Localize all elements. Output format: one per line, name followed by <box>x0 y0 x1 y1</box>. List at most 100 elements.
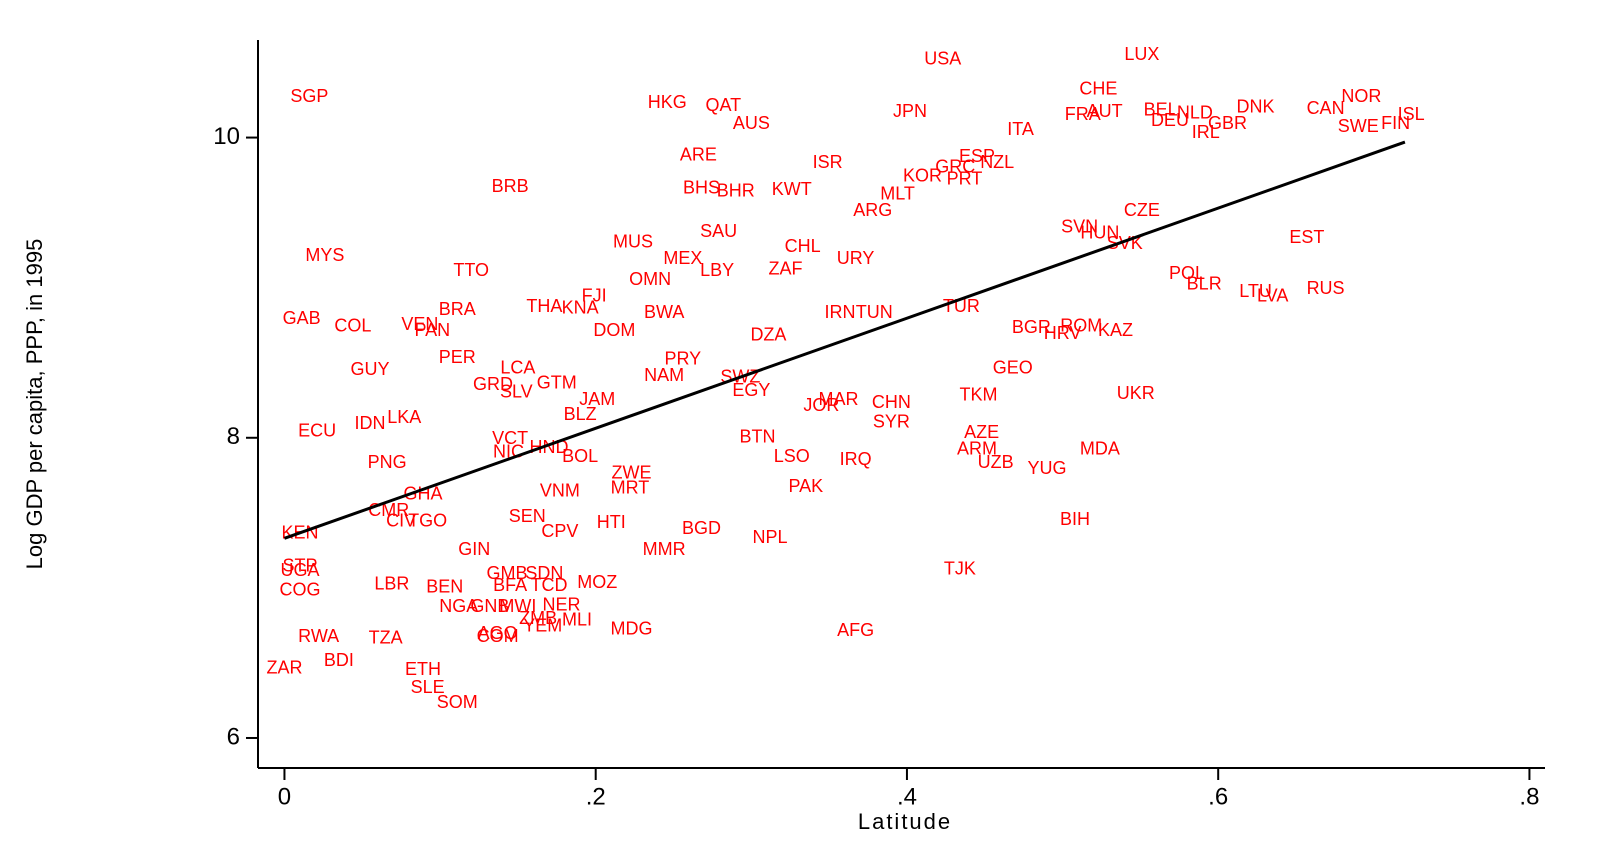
point-label: GBR <box>1208 113 1247 133</box>
point-label: PER <box>439 347 476 367</box>
point-label: HRV <box>1044 323 1082 343</box>
point-label: BRA <box>439 299 476 319</box>
point-label: NOR <box>1341 86 1381 106</box>
point-label: BEL <box>1144 99 1178 119</box>
point-label: VEN <box>401 314 438 334</box>
point-label: RWA <box>298 626 339 646</box>
point-label: KWT <box>772 179 812 199</box>
point-label: SVN <box>1061 216 1098 236</box>
point-label: UGA <box>281 560 320 580</box>
point-label: COG <box>280 580 321 600</box>
point-label: NZL <box>980 152 1014 172</box>
point-label: MDA <box>1080 439 1120 459</box>
point-label: USA <box>924 48 961 68</box>
point-label: VNM <box>540 481 580 501</box>
point-label: MYS <box>305 245 344 265</box>
point-label: GTM <box>537 372 577 392</box>
y-axis-title: Log GDP per capita, PPP, in 1995 <box>22 239 47 570</box>
point-label: EST <box>1289 227 1324 247</box>
point-label: TZA <box>369 628 403 648</box>
point-label: MDG <box>610 619 652 639</box>
point-label: KAZ <box>1098 320 1133 340</box>
point-label: BRB <box>492 176 529 196</box>
point-label: BLZ <box>564 404 597 424</box>
point-label: TGO <box>408 511 447 531</box>
point-label: LSO <box>774 446 810 466</box>
point-label: CHN <box>872 392 911 412</box>
x-tick-label: 0 <box>278 783 291 810</box>
point-label: SLE <box>411 677 445 697</box>
point-label: THA <box>526 296 562 316</box>
point-label: SWE <box>1338 116 1379 136</box>
point-label: GHA <box>403 484 442 504</box>
point-label: CHL <box>785 236 821 256</box>
point-label: ARE <box>680 144 717 164</box>
point-label: PRT <box>947 168 983 188</box>
point-label: BFA <box>493 575 527 595</box>
point-label: SDN <box>525 563 563 583</box>
point-label: COM <box>477 626 519 646</box>
point-label: OMN <box>629 269 671 289</box>
point-label: LKA <box>387 407 421 427</box>
x-axis-title: Latitude <box>858 809 952 834</box>
x-tick-label: .8 <box>1519 783 1539 810</box>
point-label: ZMB <box>519 608 557 628</box>
point-label: JAM <box>579 389 615 409</box>
point-label: UKR <box>1117 383 1155 403</box>
point-label: NLD <box>1177 102 1213 122</box>
point-label: NPL <box>752 527 787 547</box>
point-label: IRL <box>1192 122 1220 142</box>
point-label: TCD <box>531 575 568 595</box>
point-label: GAB <box>283 308 321 328</box>
point-label: LVA <box>1257 285 1288 305</box>
point-label: ITA <box>1007 119 1034 139</box>
point-label: ECU <box>298 421 336 441</box>
point-label: CPV <box>541 521 578 541</box>
point-label: LBR <box>374 574 409 594</box>
point-label: STP <box>283 556 318 576</box>
point-label: RUS <box>1307 278 1345 298</box>
point-label: MAR <box>818 389 858 409</box>
point-label: GRD <box>473 374 513 394</box>
point-label: GIN <box>458 539 490 559</box>
point-label: YEM <box>523 616 562 636</box>
point-label: PNG <box>368 452 407 472</box>
x-tick-label: .2 <box>586 783 606 810</box>
point-label: SGP <box>290 86 328 106</box>
point-label: TTO <box>453 260 489 280</box>
point-label: GUY <box>351 359 390 379</box>
point-label: HUN <box>1080 222 1119 242</box>
point-label: SEN <box>509 506 546 526</box>
point-label: LBY <box>700 260 734 280</box>
point-label: SYR <box>873 412 910 432</box>
point-label: FIN <box>1381 113 1410 133</box>
point-label: TKM <box>960 384 998 404</box>
point-label: ETH <box>405 659 441 679</box>
point-label: JPN <box>893 101 927 121</box>
point-label: GNB <box>470 596 509 616</box>
point-label: BWA <box>644 302 684 322</box>
point-label: KOR <box>903 165 942 185</box>
point-label: CIV <box>386 511 416 531</box>
point-label: ESP <box>959 146 995 166</box>
point-label: BLR <box>1187 273 1222 293</box>
point-label: LTU <box>1239 281 1272 301</box>
y-tick-label: 8 <box>227 423 240 450</box>
point-label: AUS <box>733 113 770 133</box>
point-label: MUS <box>613 231 653 251</box>
point-label: GMB <box>486 563 527 583</box>
point-label: ARG <box>853 200 892 220</box>
point-label: MLT <box>880 183 915 203</box>
point-label: MRT <box>611 478 650 498</box>
point-label: ZAF <box>769 258 803 278</box>
point-label: DOM <box>593 320 635 340</box>
point-label: AUT <box>1087 101 1123 121</box>
point-label: LUX <box>1124 44 1159 64</box>
point-label: ROM <box>1060 315 1102 335</box>
point-label: PAK <box>788 476 823 496</box>
point-label: HTI <box>597 512 626 532</box>
point-label: ISR <box>813 152 843 172</box>
point-label: ISL <box>1398 104 1425 124</box>
y-tick-label: 6 <box>227 723 240 750</box>
